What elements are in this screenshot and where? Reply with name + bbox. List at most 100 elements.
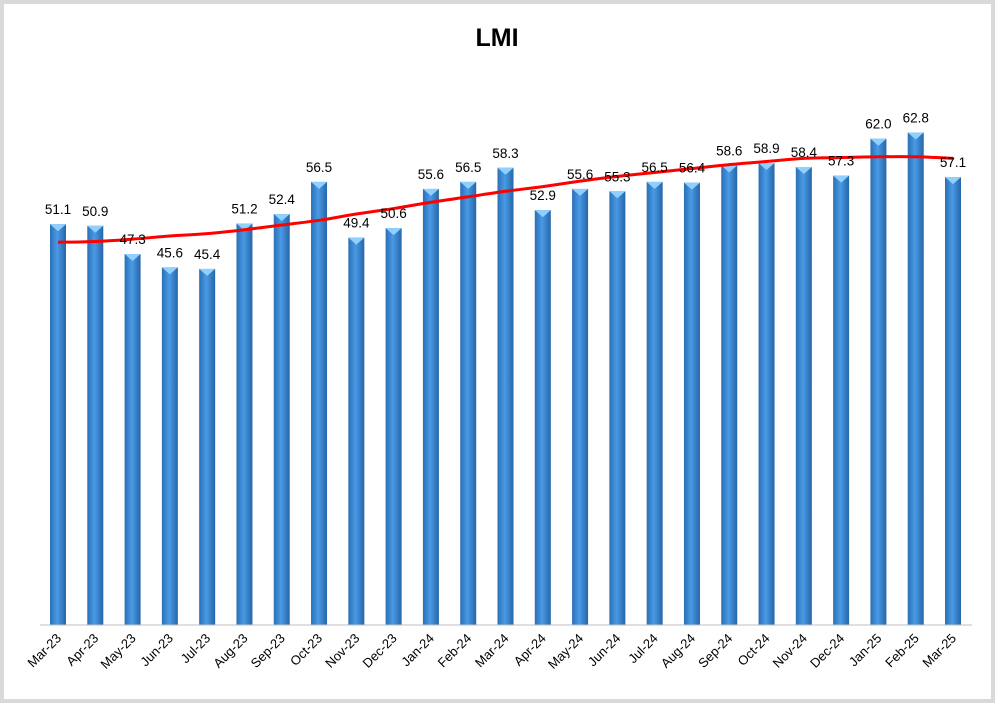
bar-cap [572,188,589,196]
bar-May-23 [124,254,141,626]
bar-Jan-25 [870,138,887,625]
bar-cap [683,182,700,190]
x-tick-label: Sep-24 [695,631,735,671]
bar-Jun-23 [161,267,178,625]
x-tick-label: Aug-23 [210,631,250,671]
bar-Feb-25 [907,132,924,625]
bar-Feb-24 [460,181,477,625]
bar-cap [609,191,626,199]
data-label: 58.3 [492,146,518,161]
data-label: 50.9 [82,204,108,219]
data-label: 51.2 [231,201,257,216]
x-tick-label: Mar-23 [24,631,64,671]
bar-Apr-23 [87,225,104,625]
x-tick-label: Jun-24 [585,631,624,670]
data-label: 56.5 [642,160,668,175]
bar-Nov-23 [348,237,365,625]
bar-cap [199,268,216,276]
bar-cap [497,167,514,175]
bar-Jul-24 [646,181,663,625]
data-label: 51.1 [45,202,71,217]
data-label: 52.4 [269,192,296,207]
bar-Jun-24 [609,191,626,626]
x-tick-label: Dec-23 [359,631,399,671]
bar-cap [348,237,365,245]
data-label: 62.0 [865,117,891,132]
bar-cap [311,181,328,189]
bar-Mar-25 [945,177,961,625]
data-label: 49.4 [343,216,370,231]
bar-Aug-24 [683,182,700,626]
bar-cap [273,214,290,222]
bar-cap [422,188,439,196]
x-tick-label: Jul-23 [178,631,214,667]
data-label: 56.4 [679,161,706,176]
bar-cap [646,181,663,189]
x-tick-label: Nov-24 [770,631,810,671]
bar-cap [460,181,477,189]
bar-Dec-24 [833,175,850,625]
data-label: 45.4 [194,247,221,262]
bar-Oct-24 [758,163,775,625]
x-tick-label: Mar-24 [472,631,512,671]
bar-Mar-23 [50,224,66,626]
bar-cap [50,224,66,232]
x-tick-label: May-24 [545,631,586,672]
x-tick-label: Sep-23 [248,631,288,671]
data-label: 58.4 [791,145,818,160]
data-label: 57.3 [828,154,854,169]
data-label: 56.5 [306,160,332,175]
data-label: 50.6 [380,206,406,221]
bar-cap [758,163,775,171]
bar-cap [124,254,141,262]
bar-cap [721,165,738,173]
x-tick-label: Apr-24 [511,631,549,669]
data-label: 55.6 [567,167,593,182]
x-tick-label: Nov-23 [322,631,362,671]
bar-Mar-24 [497,167,514,626]
bar-Oct-23 [311,181,328,625]
data-label: 55.3 [604,169,630,184]
data-label: 57.1 [940,155,966,170]
x-tick-label: Jan-24 [398,631,437,670]
x-tick-label: Oct-23 [287,631,325,669]
data-label: 56.5 [455,160,481,175]
x-tick-label: Jul-24 [625,631,661,667]
bar-Sep-23 [273,214,290,625]
x-tick-label: Oct-24 [734,631,772,669]
data-label: 58.9 [753,141,779,156]
x-tick-label: Jun-23 [137,631,176,670]
x-tick-label: Feb-24 [435,631,475,671]
bar-Aug-23 [236,223,253,625]
bar-cap [833,175,850,183]
bar-cap [534,210,551,218]
data-label: 58.6 [716,143,742,158]
bar-Jul-23 [199,268,216,625]
bar-cap [87,225,104,233]
data-label: 52.9 [530,188,556,203]
bar-Sep-24 [721,165,738,625]
bar-cap [161,267,178,275]
data-label: 62.8 [903,110,929,125]
bar-cap [795,166,812,174]
bar-Jan-24 [422,188,439,626]
bar-cap [870,138,887,146]
x-tick-label: Dec-24 [807,631,847,671]
bar-Nov-24 [795,166,812,625]
data-label: 55.6 [418,167,444,182]
bar-cap [945,177,961,185]
bar-Dec-23 [385,228,402,625]
chart-title: LMI [475,24,518,52]
x-tick-label: Feb-25 [882,631,922,671]
x-tick-label: Jan-25 [846,631,885,670]
x-tick-label: Mar-25 [919,631,959,671]
bar-cap [385,228,402,236]
bar-Apr-24 [534,210,551,625]
bar-cap [907,132,924,140]
x-tick-label: Aug-24 [658,631,698,671]
data-label: 47.3 [119,232,145,247]
x-tick-label: May-23 [97,631,138,672]
x-tick-label: Apr-23 [63,631,101,669]
trendline [57,155,954,244]
